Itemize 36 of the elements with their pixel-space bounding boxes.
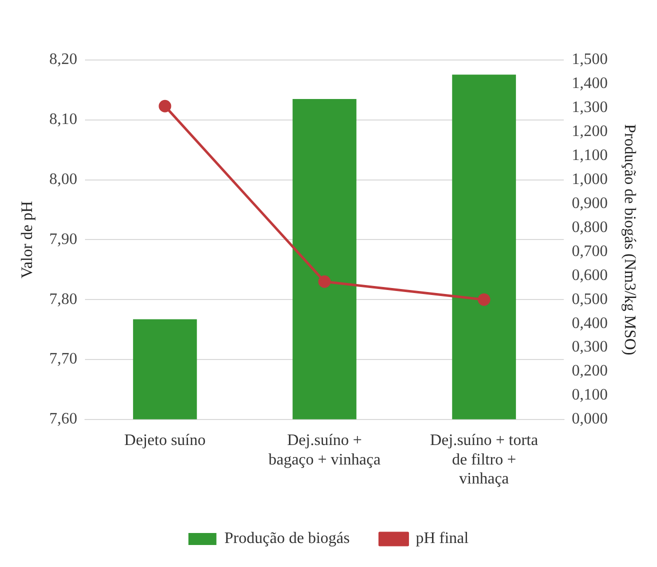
y2-tick-label: 0,300 — [572, 338, 608, 356]
y2-axis-title: Produção de biogás (Nm3/kg MSO) — [621, 124, 638, 356]
y-tick-label: 7,80 — [49, 290, 78, 308]
y2-tick-label: 0,600 — [572, 266, 608, 284]
y-tick-label: 7,90 — [49, 230, 78, 248]
y-tick-label: 8,20 — [49, 51, 78, 68]
y2-tick-label: 0,100 — [572, 386, 608, 404]
bar — [292, 99, 356, 420]
y2-tick-label: 0,800 — [572, 218, 608, 236]
y2-tick-label: 1,300 — [572, 99, 608, 116]
y-tick-label: 8,10 — [49, 111, 78, 128]
y2-tick-label: 0,500 — [572, 290, 608, 308]
y2-tick-label: 1,200 — [572, 123, 608, 140]
y-tick-label: 7,70 — [49, 350, 78, 368]
point — [318, 275, 331, 288]
y2-tick-label: 0,200 — [572, 362, 608, 380]
y2-tick-label: 1,400 — [572, 75, 608, 92]
y-axis-title: Valor de pH — [18, 200, 36, 278]
y2-tick-label: 0,000 — [572, 410, 608, 428]
x-tick-label: Dej.suíno + bagaço + vinhaça — [268, 432, 381, 468]
bar — [133, 319, 197, 420]
y2-tick-label: 0,900 — [572, 194, 608, 212]
y2-tick-label: 1,100 — [572, 147, 608, 164]
x-tick-label: Dejeto suíno — [124, 432, 206, 450]
y2-tick-label: 0,400 — [572, 314, 608, 332]
x-tick-label: Dej.suíno + torta de filtro + vinhaça — [430, 432, 538, 488]
legend-label: pH final — [416, 530, 470, 548]
y-tick-label: 7,60 — [49, 410, 78, 428]
y2-tick-label: 0,700 — [572, 242, 608, 260]
y2-tick-label: 1,500 — [572, 51, 608, 68]
point — [478, 293, 490, 306]
y2-tick-label: 1,000 — [572, 171, 608, 188]
bar — [452, 74, 516, 420]
y-tick-label: 8,00 — [49, 171, 78, 188]
point — [158, 100, 172, 112]
legend-label: Produção de biogás — [224, 530, 350, 548]
